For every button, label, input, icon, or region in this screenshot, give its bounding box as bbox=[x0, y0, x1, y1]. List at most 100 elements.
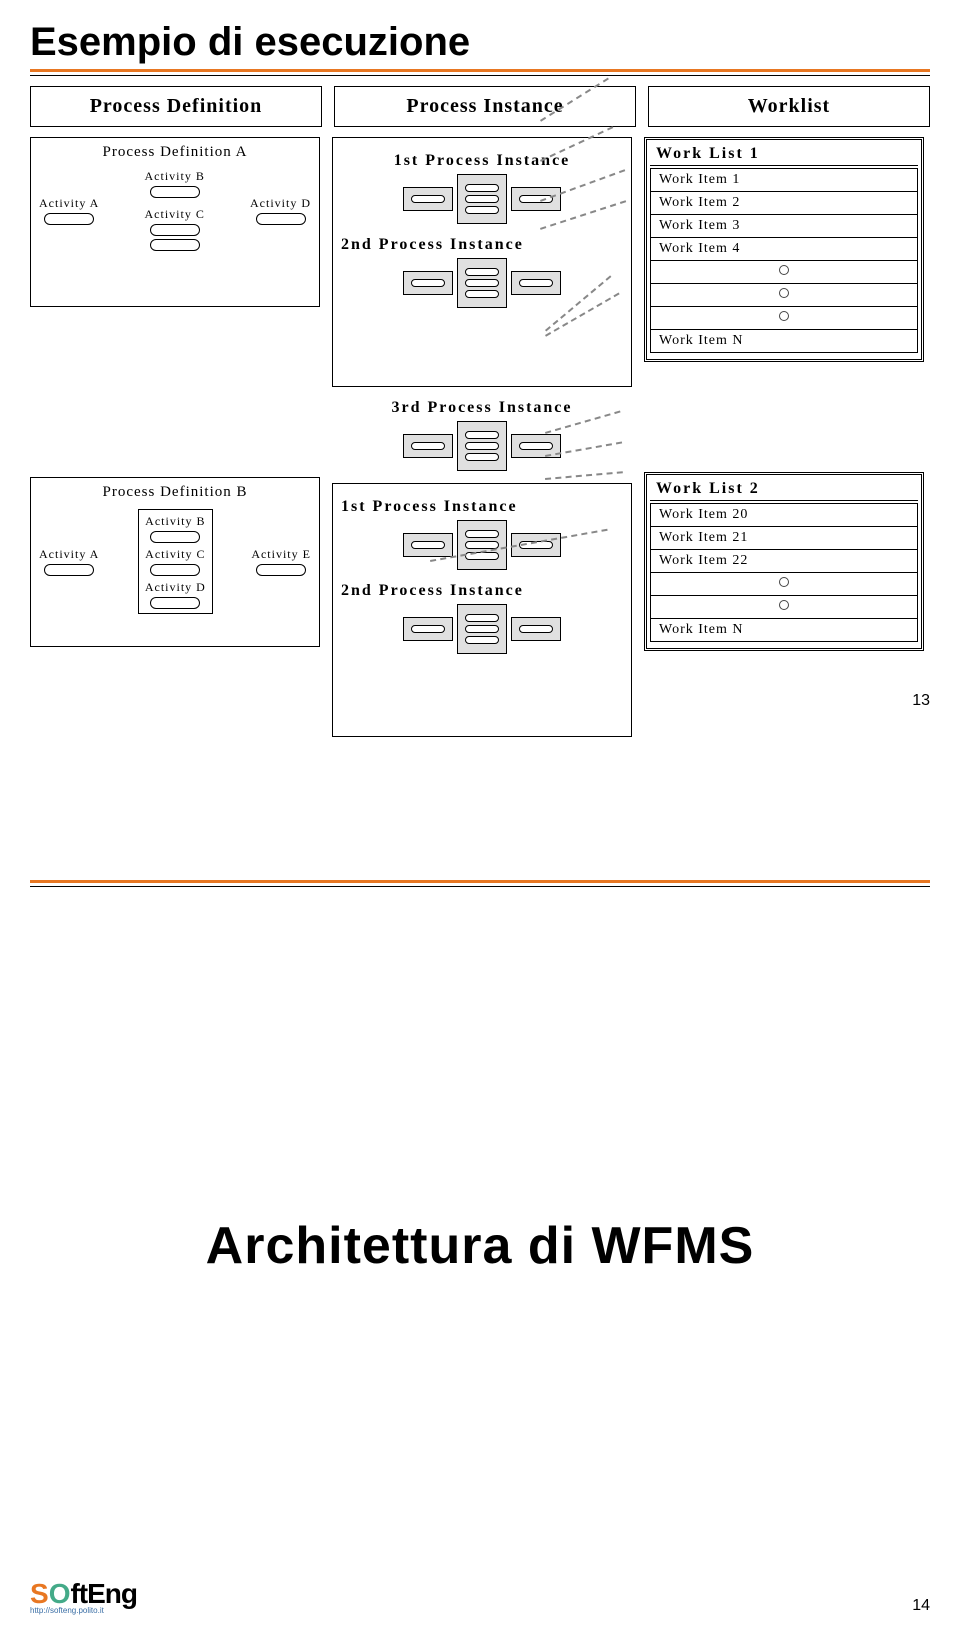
worklist1-spacer bbox=[651, 261, 918, 284]
activity-d-pill bbox=[256, 213, 306, 225]
worklist2-item-last: Work Item N bbox=[651, 619, 918, 642]
activity-c-pills bbox=[150, 224, 200, 251]
slide1-title: Esempio di esecuzione bbox=[30, 20, 930, 65]
pill bbox=[519, 279, 553, 287]
pill bbox=[150, 564, 200, 576]
procdef-a-title: Process Definition A bbox=[39, 144, 311, 161]
activity-c-label: Activity C bbox=[145, 547, 205, 562]
logo-letter-o: O bbox=[49, 1578, 71, 1609]
page-number: 13 bbox=[912, 692, 930, 710]
worklist1-table: Work Item 1 Work Item 2 Work Item 3 Work… bbox=[650, 168, 918, 353]
mini-node bbox=[457, 604, 507, 654]
pill bbox=[150, 597, 200, 609]
mini-node bbox=[511, 187, 561, 211]
dot-icon bbox=[779, 311, 789, 321]
activity-c-label: Activity C bbox=[145, 207, 205, 222]
pill bbox=[465, 184, 499, 192]
worklist2-spacer bbox=[651, 596, 918, 619]
slide-architettura: Architettura di WFMS SOftEng http://soft… bbox=[0, 820, 960, 1645]
rule-orange bbox=[30, 69, 930, 72]
pill bbox=[465, 279, 499, 287]
softeng-logo: SOftEng http://softeng.polito.it bbox=[30, 1578, 137, 1615]
hdr-process-instance: Process Instance bbox=[334, 86, 636, 127]
activity-b: Activity B bbox=[145, 169, 205, 198]
col-process-instance: 1st Process Instance 2nd Process Instanc… bbox=[332, 127, 632, 737]
page-number: 14 bbox=[912, 1597, 930, 1615]
pill bbox=[465, 195, 499, 203]
activity-c: Activity C bbox=[145, 207, 205, 251]
pi-b1-caption: 1st Process Instance bbox=[341, 498, 623, 516]
activity-d: Activity D bbox=[145, 580, 206, 609]
pill bbox=[150, 224, 200, 236]
worklist1-title: Work List 1 bbox=[650, 143, 918, 166]
logo-rest: ftEng bbox=[70, 1578, 137, 1609]
pi-b2-diagram bbox=[341, 604, 623, 654]
pill bbox=[411, 279, 445, 287]
pill bbox=[465, 636, 499, 644]
pill bbox=[256, 564, 306, 576]
activity-b-label: Activity B bbox=[145, 514, 205, 529]
slide-esempio: Esempio di esecuzione Process Definition… bbox=[0, 0, 960, 820]
pi-a2-caption: 2nd Process Instance bbox=[341, 236, 623, 254]
dot-icon bbox=[779, 265, 789, 275]
worklist1-item: Work Item 2 bbox=[651, 192, 918, 215]
pill bbox=[465, 206, 499, 214]
procdef-b-title: Process Definition B bbox=[39, 484, 311, 501]
worklist2-outer: Work List 2 Work Item 20 Work Item 21 Wo… bbox=[644, 472, 924, 651]
procdef-b-midbox: Activity B Activity C Activity D bbox=[138, 509, 213, 614]
rule-orange bbox=[30, 880, 930, 883]
activity-d: Activity D bbox=[250, 196, 311, 225]
mini-node bbox=[457, 174, 507, 224]
worklist1-item: Work Item 3 bbox=[651, 215, 918, 238]
dot-icon bbox=[779, 600, 789, 610]
activity-a: Activity A bbox=[39, 196, 99, 225]
pill bbox=[465, 625, 499, 633]
mini-node bbox=[403, 434, 453, 458]
pi-b2-caption: 2nd Process Instance bbox=[341, 582, 623, 600]
procdef-a-panel: Process Definition A Activity A Activity… bbox=[30, 137, 320, 307]
worklist1-spacer bbox=[651, 284, 918, 307]
pill bbox=[465, 530, 499, 538]
mini-node bbox=[457, 520, 507, 570]
pill bbox=[519, 625, 553, 633]
worklist1-item: Work Item 4 bbox=[651, 238, 918, 261]
worklist1-item-last: Work Item N bbox=[651, 330, 918, 353]
instances-a-panel: 1st Process Instance 2nd Process Instanc… bbox=[332, 137, 632, 387]
pill bbox=[150, 239, 200, 251]
procdef-b-panel: Process Definition B Activity A Activity… bbox=[30, 477, 320, 647]
pill bbox=[44, 564, 94, 576]
rule-black bbox=[30, 75, 930, 76]
pill bbox=[411, 195, 445, 203]
activity-e: Activity E bbox=[251, 547, 311, 576]
pill bbox=[465, 614, 499, 622]
pill bbox=[465, 453, 499, 461]
activity-a: Activity A bbox=[39, 547, 99, 576]
pill bbox=[411, 442, 445, 450]
activity-bc-stack: Activity B Activity C bbox=[145, 169, 205, 251]
mini-node bbox=[403, 187, 453, 211]
col-process-definition: Process Definition A Activity A Activity… bbox=[30, 127, 320, 737]
worklist2-title: Work List 2 bbox=[650, 478, 918, 501]
figure-header-row: Process Definition Process Instance Work… bbox=[30, 86, 930, 127]
pill bbox=[519, 442, 553, 450]
activity-d-label: Activity D bbox=[145, 580, 206, 595]
dot-icon bbox=[779, 577, 789, 587]
activity-d-label: Activity D bbox=[250, 196, 311, 211]
activity-a-label: Activity A bbox=[39, 196, 99, 211]
col-worklist: Work List 1 Work Item 1 Work Item 2 Work… bbox=[644, 127, 924, 737]
mini-node bbox=[403, 617, 453, 641]
worklist2-spacer bbox=[651, 573, 918, 596]
procdef-b-row: Activity A Activity B Activity C bbox=[39, 509, 311, 614]
pill bbox=[465, 290, 499, 298]
mini-node bbox=[457, 421, 507, 471]
activity-a-pill bbox=[44, 213, 94, 225]
hdr-process-definition: Process Definition bbox=[30, 86, 322, 127]
pi-b1-diagram bbox=[341, 520, 623, 570]
activity-a-label: Activity A bbox=[39, 547, 99, 562]
worklist2-table: Work Item 20 Work Item 21 Work Item 22 W… bbox=[650, 503, 918, 642]
worklist2-item: Work Item 20 bbox=[651, 504, 918, 527]
pill bbox=[465, 268, 499, 276]
mini-node bbox=[403, 271, 453, 295]
worklist1-spacer bbox=[651, 307, 918, 330]
activity-b-pill bbox=[150, 186, 200, 198]
